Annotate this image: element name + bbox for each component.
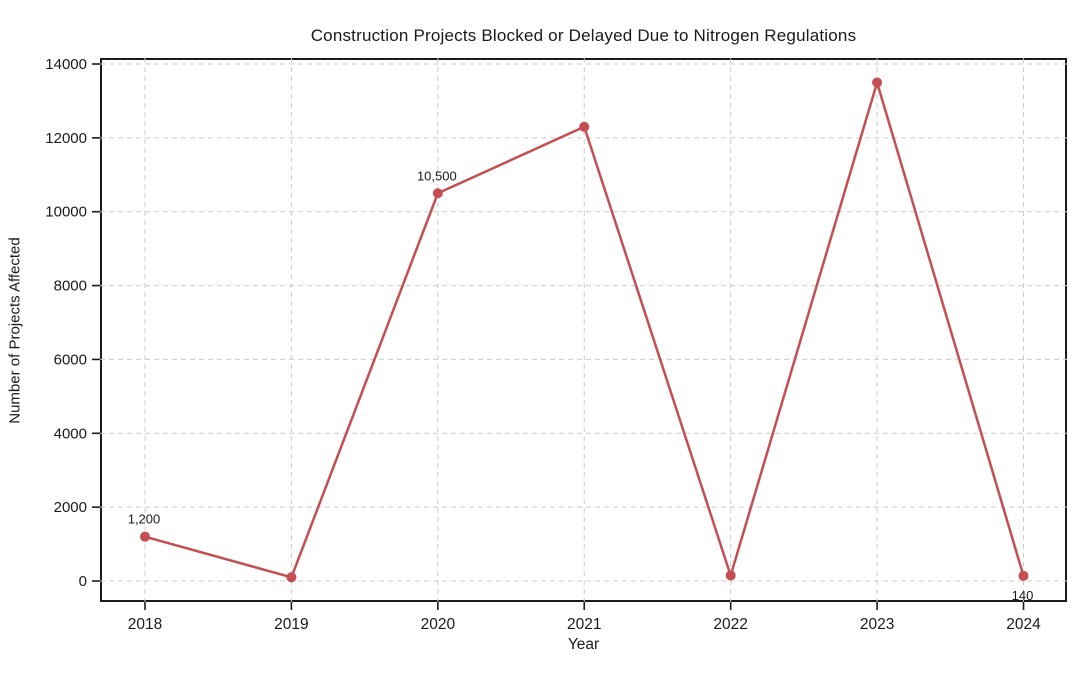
- x-tick-label: 2022: [713, 616, 747, 633]
- line-chart: 0 2000 4000 6000 8000 10000 12000 14000 2018 2019…: [45, 56, 1067, 633]
- data-point-label: 1,200: [128, 512, 161, 527]
- data-point-marker: [579, 121, 590, 132]
- y-axis-label: Number of Projects Affected: [6, 237, 24, 424]
- data-point-marker: [872, 77, 883, 88]
- plot-area: 0 2000 4000 6000 8000 10000 12000 14000 2018 2019…: [45, 56, 1067, 633]
- data-point-label: 10,500: [417, 168, 457, 183]
- x-tick-label: 2023: [860, 616, 894, 633]
- data-point-marker: [140, 531, 150, 542]
- x-tick-label: 2020: [421, 616, 456, 633]
- data-point-marker: [725, 570, 736, 581]
- chart-title: Construction Projects Blocked or Delayed…: [310, 26, 857, 45]
- y-tick-label: 14000: [45, 56, 87, 73]
- x-axis-label: Year: [567, 636, 600, 653]
- y-tick-label: 0: [79, 573, 87, 590]
- y-tick-label: 4000: [54, 425, 87, 442]
- x-tick-label: 2021: [567, 616, 601, 633]
- y-tick-label: 2000: [54, 499, 87, 516]
- data-point-label: 140: [1012, 588, 1034, 603]
- x-tick-label: 2024: [1006, 616, 1041, 633]
- y-tick-label: 6000: [54, 351, 87, 368]
- y-tick-label: 8000: [54, 278, 87, 295]
- y-tick-label: 12000: [45, 130, 87, 147]
- y-tick-label: 10000: [45, 204, 87, 221]
- data-point-marker: [286, 572, 297, 583]
- x-tick-label: 2018: [128, 616, 162, 633]
- data-point-marker: [432, 188, 443, 199]
- x-tick-label: 2019: [274, 616, 308, 633]
- data-point-marker: [1018, 570, 1029, 581]
